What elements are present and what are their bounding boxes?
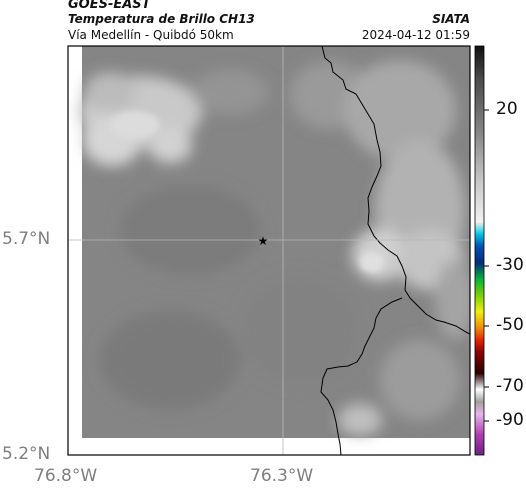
product-title: Temperatura de Brillo CH13 bbox=[68, 12, 255, 26]
brightness-temperature-raster bbox=[78, 46, 470, 438]
colorbar-label-minus50: -50 bbox=[496, 315, 524, 335]
lon-tick-label-76.3: 76.3°W bbox=[250, 466, 314, 486]
lat-tick-label-5.2: 5.2°N bbox=[2, 444, 51, 464]
admin-border-line-south bbox=[320, 297, 403, 455]
brand-label: SIATA bbox=[432, 12, 470, 26]
lon-tick-label-76.8: 76.8°W bbox=[34, 466, 98, 486]
colorbar-label-minus90: -90 bbox=[496, 410, 524, 430]
admin-border-line bbox=[321, 46, 470, 335]
colorbar-ticks bbox=[484, 109, 489, 422]
datetime-label: 2024-04-12 01:59 bbox=[361, 28, 470, 42]
location-star-marker: ★ bbox=[258, 234, 269, 248]
satellite-source: GOES-EAST bbox=[68, 0, 151, 12]
colorbar-label-minus70: -70 bbox=[496, 376, 524, 396]
lat-tick-label-5.7: 5.7°N bbox=[2, 229, 51, 249]
colorbar-label-20: 20 bbox=[496, 99, 518, 119]
colorbar-label-minus30: -30 bbox=[496, 255, 524, 275]
map-frame bbox=[67, 45, 471, 456]
location-label: Vía Medellín - Quibdó 50km bbox=[68, 28, 234, 42]
colorbar bbox=[474, 45, 485, 456]
